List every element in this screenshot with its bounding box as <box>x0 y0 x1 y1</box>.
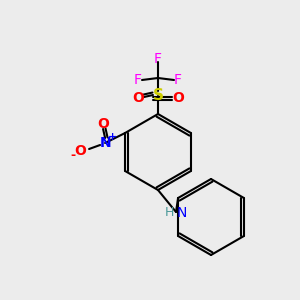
Text: N: N <box>177 206 188 220</box>
Text: O: O <box>172 91 184 105</box>
Text: N: N <box>99 136 111 150</box>
Text: O: O <box>74 144 86 158</box>
Text: -: - <box>70 148 76 161</box>
Text: S: S <box>152 88 164 104</box>
Text: +: + <box>107 132 117 142</box>
Text: F: F <box>174 73 182 87</box>
Text: O: O <box>97 117 109 131</box>
Text: H: H <box>165 206 174 220</box>
Text: O: O <box>132 91 144 105</box>
Text: F: F <box>154 52 162 66</box>
Text: F: F <box>134 73 142 87</box>
